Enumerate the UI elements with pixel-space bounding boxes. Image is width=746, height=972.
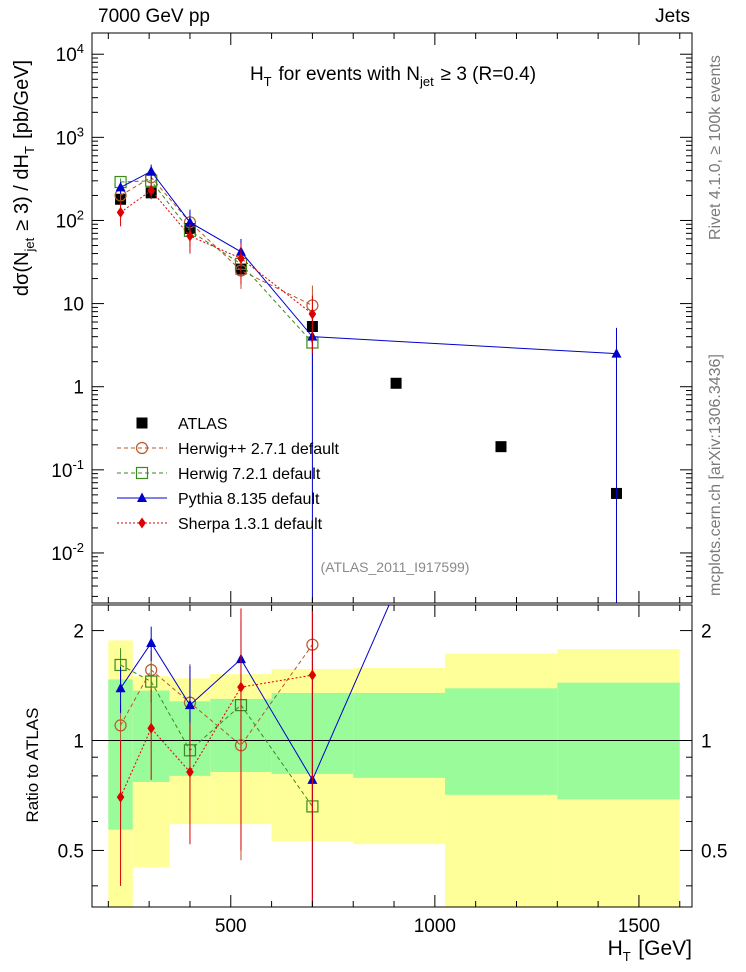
uncertainty-band-stat bbox=[557, 682, 680, 800]
pythia-8-135-default-point bbox=[115, 181, 126, 192]
legend-marker-herwig-7-2-1-default bbox=[135, 466, 149, 480]
y-axis-label: dσ(Njet ≥ 3) / dHT [pb/GeV] bbox=[11, 60, 37, 296]
sherpa-1-3-1-default-ratio-point bbox=[147, 722, 155, 734]
main-plot-frame bbox=[91, 32, 693, 604]
ratio-y-tick-label-right: 0.5 bbox=[701, 841, 727, 862]
ratio-axis-label: Ratio to ATLAS bbox=[23, 708, 42, 823]
x-tick-label: 500 bbox=[215, 916, 247, 937]
sherpa-1-3-1-default-line bbox=[120, 189, 313, 315]
sherpa-1-3-1-default-ratio-point bbox=[186, 766, 194, 778]
pythia-8-135-default-ratio-point bbox=[115, 682, 126, 693]
y-tick-label: 102 bbox=[56, 207, 84, 232]
herwig-2-7-1-default-ratio-point bbox=[114, 719, 127, 732]
sherpa-1-3-1-default-point bbox=[116, 206, 125, 218]
x-axis-label: HT [GeV] bbox=[608, 937, 692, 964]
legend-marker-herwig-2-7-1-default bbox=[135, 441, 149, 455]
ratio-y-tick-label: 0.5 bbox=[58, 841, 84, 862]
y-tick-label: 103 bbox=[56, 124, 84, 149]
ratio-y-tick-label: 2 bbox=[73, 622, 84, 643]
x-tick-label: 1000 bbox=[414, 916, 456, 937]
energy-label: 7000 GeV pp bbox=[98, 6, 210, 27]
ratio-y-tick-label-right: 2 bbox=[701, 622, 712, 643]
x-tick-label: 1500 bbox=[618, 916, 660, 937]
sherpa-1-3-1-default-point bbox=[186, 230, 194, 242]
y-tick-label: 10 bbox=[63, 295, 84, 316]
rivet-version-label: Rivet 4.1.0, ≥ 100k events bbox=[707, 55, 724, 240]
mcplots-reference-label: mcplots.cern.ch [arXiv:1306.3436] bbox=[707, 354, 724, 596]
legend-marker-atlas bbox=[136, 417, 148, 429]
pythia-8-135-default-ratio-line bbox=[120, 605, 390, 782]
legend-label-herwig-2-7-1-default: Herwig++ 2.7.1 default bbox=[178, 441, 340, 458]
ratio-y-tick-label-right: 1 bbox=[701, 732, 712, 753]
pythia-8-135-default-line bbox=[120, 170, 617, 355]
legend-label-sherpa-1-3-1-default: Sherpa 1.3.1 default bbox=[178, 516, 323, 533]
pythia-8-135-default-point bbox=[184, 216, 195, 227]
ratio-y-tick-label: 1 bbox=[73, 732, 84, 753]
legend-label-herwig-7-2-1-default: Herwig 7.2.1 default bbox=[178, 466, 321, 483]
uncertainty-band-stat bbox=[445, 688, 558, 795]
atlas-point bbox=[495, 441, 507, 453]
process-label: Jets bbox=[655, 6, 690, 27]
plot-title: HT for events with Njet ≥ 3 (R=0.4) bbox=[250, 64, 536, 89]
pythia-8-135-default-ratio-point bbox=[184, 699, 195, 710]
y-tick-label: 10-2 bbox=[51, 540, 84, 565]
herwig-7-2-1-default-line bbox=[120, 180, 313, 343]
legend-marker-sherpa-1-3-1-default bbox=[138, 517, 146, 529]
sherpa-1-3-1-default-point bbox=[147, 184, 155, 196]
pythia-8-135-default-ratio-point bbox=[146, 637, 157, 647]
pythia-8-135-default-point bbox=[611, 348, 622, 358]
y-tick-label: 1 bbox=[73, 378, 84, 399]
analysis-label: (ATLAS_2011_I917599) bbox=[321, 559, 470, 575]
legend-marker-pythia-8-135-default bbox=[137, 492, 147, 502]
sherpa-1-3-1-default-ratio-point bbox=[116, 791, 125, 803]
sherpa-1-3-1-default-point bbox=[308, 308, 317, 320]
atlas-point bbox=[390, 377, 402, 389]
pythia-8-135-default-point bbox=[146, 165, 157, 176]
herwig-7-2-1-default-ratio-point bbox=[145, 675, 158, 688]
sherpa-1-3-1-default-ratio-point bbox=[237, 681, 245, 693]
y-tick-label: 10-1 bbox=[51, 457, 84, 482]
uncertainty-band-stat bbox=[353, 692, 446, 778]
legend-label-atlas: ATLAS bbox=[178, 416, 228, 433]
sherpa-1-3-1-default-ratio-point bbox=[308, 669, 317, 681]
y-tick-label: 104 bbox=[56, 41, 84, 66]
legend-label-pythia-8-135-default: Pythia 8.135 default bbox=[178, 491, 320, 508]
sherpa-1-3-1-default-point bbox=[237, 252, 245, 264]
ratio-plot-frame bbox=[91, 604, 693, 908]
